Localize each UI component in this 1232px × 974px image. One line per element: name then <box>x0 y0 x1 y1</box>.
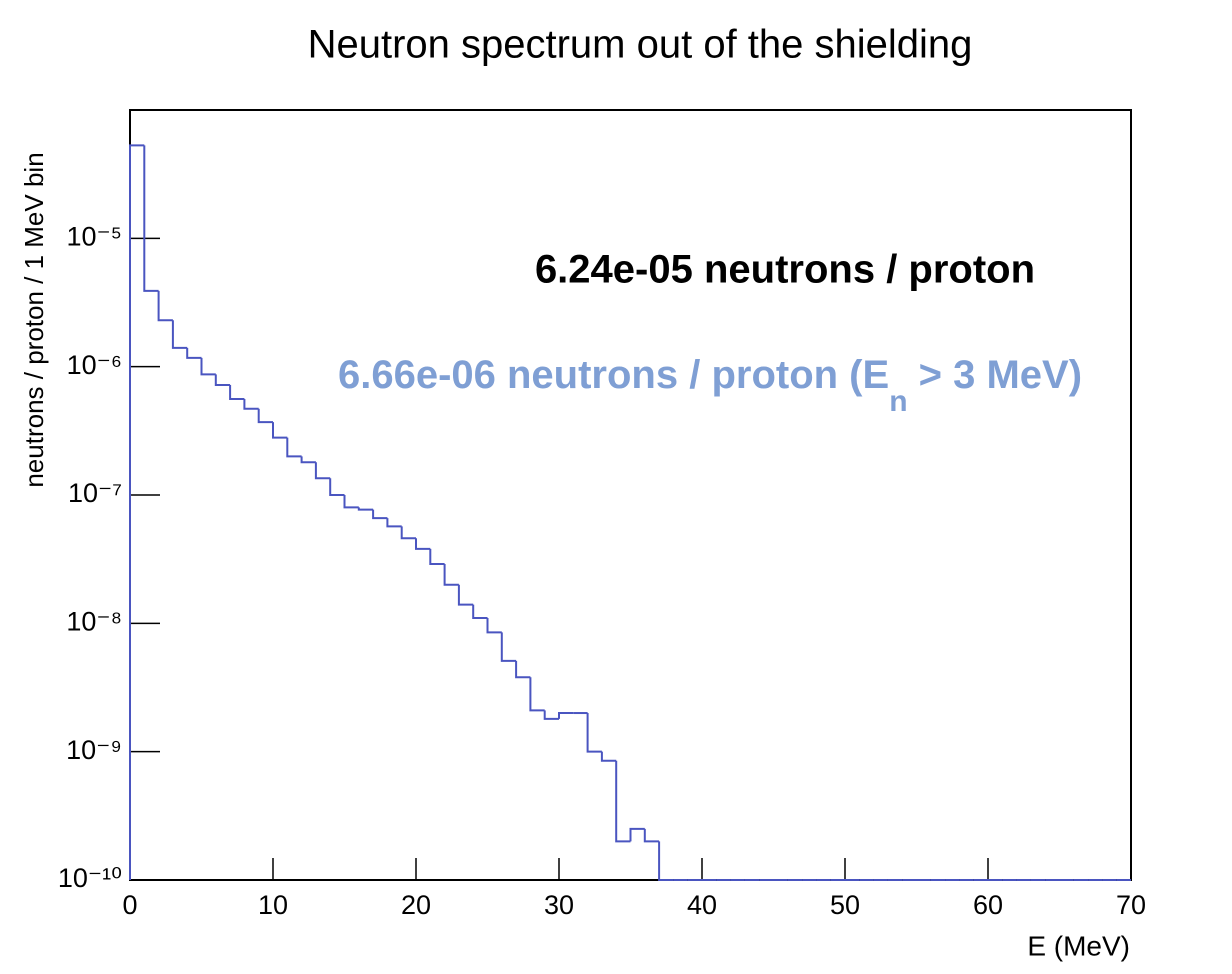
histogram-bin <box>443 563 459 586</box>
annotation: 6.66e-06 neutrons / proton (En > 3 MeV) <box>338 353 1082 418</box>
histogram-bin <box>600 751 617 762</box>
x-tick-label: 70 <box>1116 890 1146 920</box>
y-tick-label: 10⁻¹⁰ <box>58 863 122 893</box>
y-tick-label: 10⁻⁷ <box>68 478 122 508</box>
histogram-bin <box>272 422 288 439</box>
histogram-bin <box>186 347 202 359</box>
histogram-bin <box>229 384 245 400</box>
histogram-bin <box>429 548 445 565</box>
histogram-bin <box>558 712 574 719</box>
x-tick-label: 60 <box>973 890 1003 920</box>
histogram-bin <box>472 604 488 620</box>
plot-frame <box>129 109 1132 881</box>
histogram-bin <box>386 518 402 528</box>
x-tick-label: 0 <box>122 890 137 920</box>
histogram-bin <box>615 760 631 843</box>
y-tick-label: 10⁻⁹ <box>66 735 122 765</box>
histogram-bin <box>143 145 159 292</box>
histogram-bin <box>529 677 545 712</box>
histogram-bin <box>214 374 231 386</box>
histogram-bin <box>543 710 559 720</box>
histogram-bin <box>457 584 474 606</box>
histogram-bin <box>515 660 531 679</box>
histogram-bin <box>157 290 173 322</box>
histogram-bin <box>286 437 302 458</box>
histogram-bin <box>171 320 188 349</box>
histogram-bin <box>500 632 517 662</box>
x-tick-label: 20 <box>401 890 431 920</box>
annotation-text: > 3 MeV) <box>908 353 1083 397</box>
y-tick-label: 10⁻⁵ <box>67 221 122 251</box>
x-axis-label: E (MeV) <box>1027 930 1130 961</box>
chart-title: Neutron spectrum out of the shielding <box>308 23 973 67</box>
y-axis-label: neutrons / proton / 1 MeV bin <box>19 152 49 487</box>
histogram-bin <box>372 509 388 520</box>
histogram-bin <box>643 828 660 843</box>
histogram-bin <box>314 462 331 480</box>
histogram-bin <box>357 507 374 511</box>
y-tick-label: 10⁻⁶ <box>67 350 122 380</box>
histogram-bin <box>343 495 359 509</box>
histogram-bin <box>300 456 316 464</box>
histogram-bin <box>243 398 259 410</box>
histogram-bin <box>629 827 645 842</box>
histogram-bin <box>129 144 145 880</box>
annotation-subscript: n <box>889 385 907 418</box>
histogram-bin <box>486 618 502 634</box>
x-tick-label: 40 <box>687 890 717 920</box>
histogram-bin <box>200 357 216 376</box>
x-tick-label: 50 <box>830 890 860 920</box>
annotation-text: 6.66e-06 neutrons / proton (E <box>338 353 889 397</box>
histogram-bin <box>586 713 602 753</box>
histogram-bin <box>658 841 674 881</box>
histogram-bin <box>329 478 345 496</box>
histogram-bin <box>415 538 431 550</box>
annotation: 6.24e-05 neutrons / proton <box>535 248 1035 292</box>
x-tick-label: 30 <box>544 890 574 920</box>
y-tick-label: 10⁻⁸ <box>66 606 122 636</box>
plot-area: 0 10 20 30 40 50 60 70 10⁻¹⁰ 10⁻⁹ 10⁻⁸ 10⁻⁷ 10⁻⁶ 10⁻⁵ <box>58 110 1146 920</box>
x-tick-label: 10 <box>258 890 288 920</box>
histogram-bin <box>400 526 416 540</box>
histogram-bin <box>257 408 273 424</box>
